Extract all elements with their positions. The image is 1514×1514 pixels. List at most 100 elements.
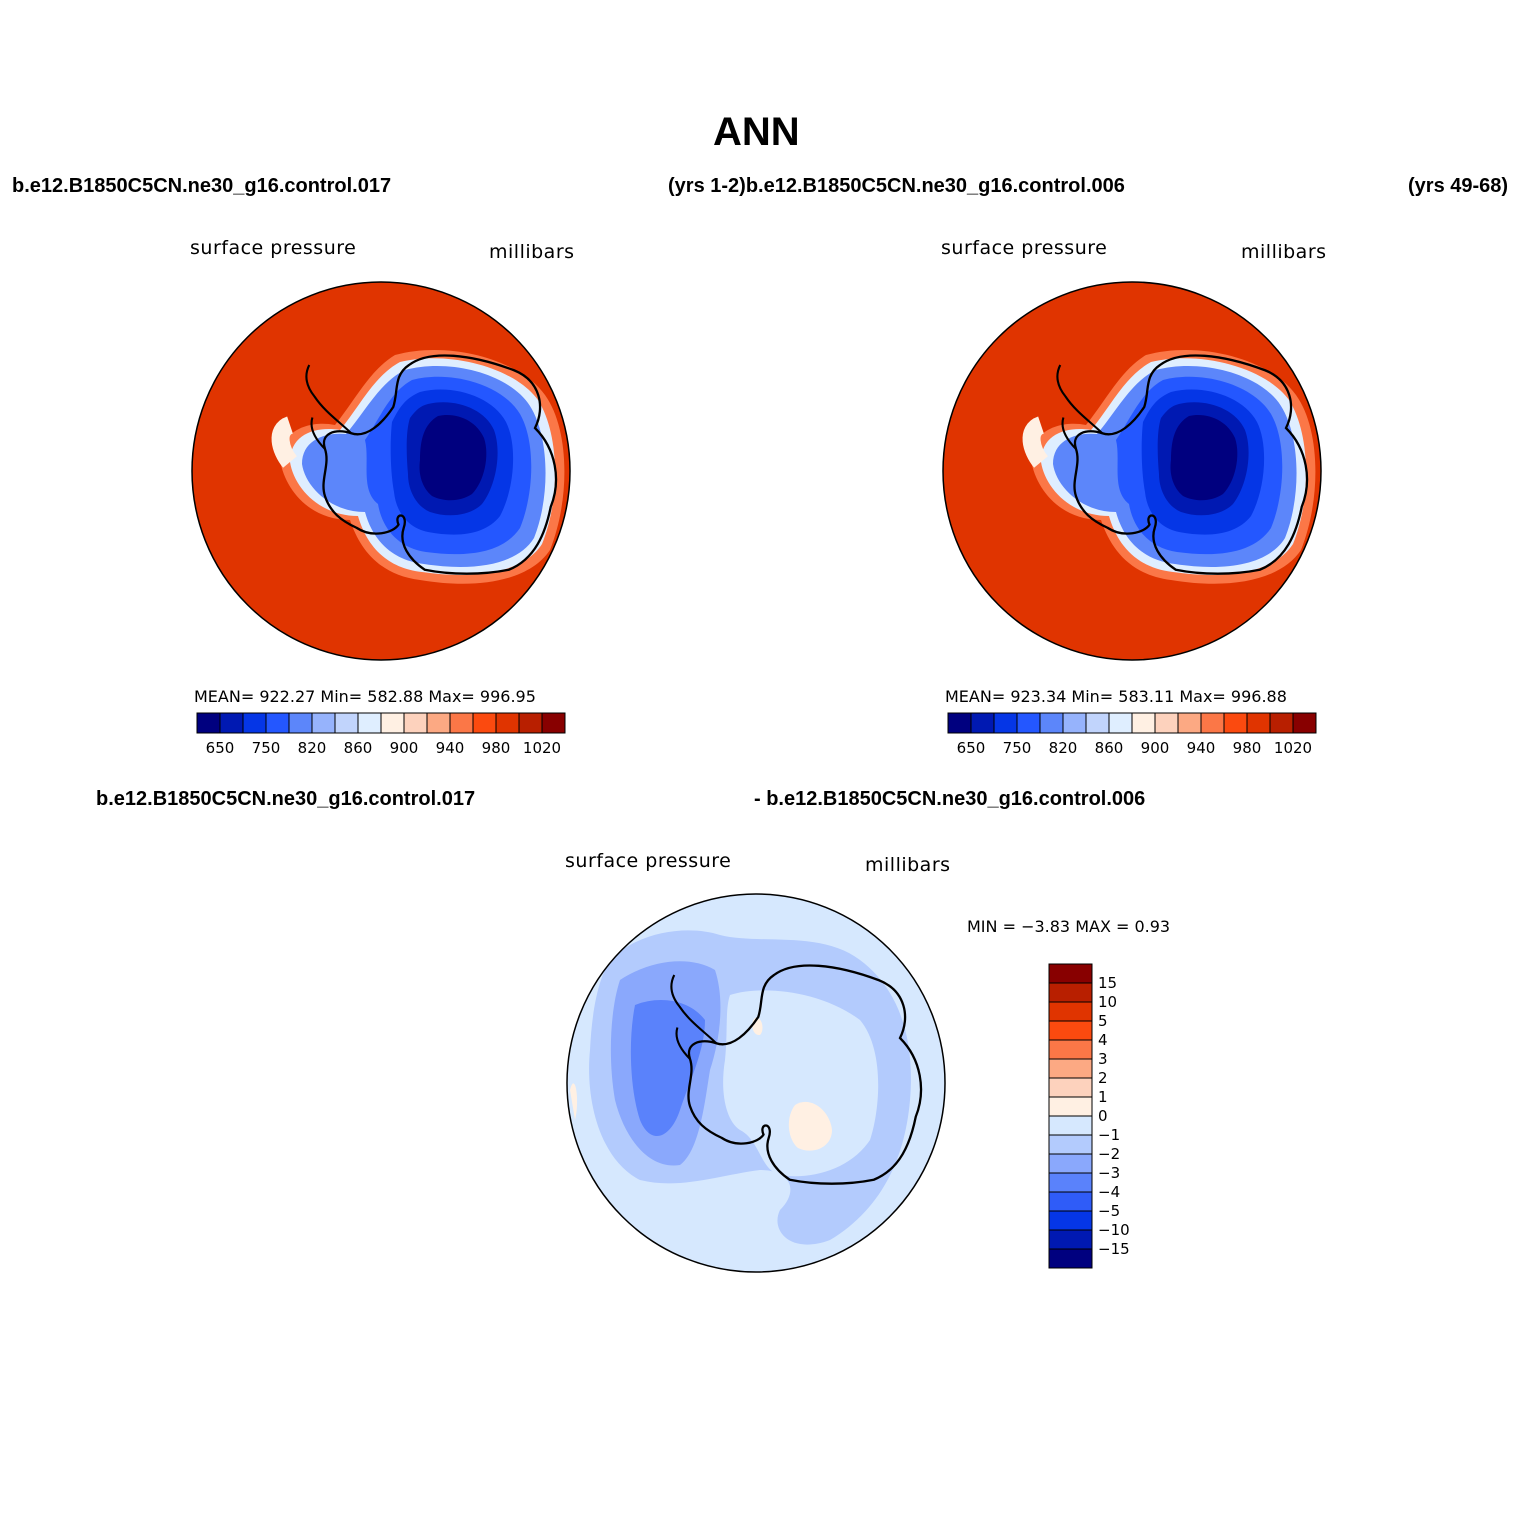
colorbar-swatch (1177, 712, 1202, 734)
colorbar-swatch (1062, 712, 1087, 734)
colorbar-swatch (265, 712, 290, 734)
colorbar-swatch (449, 712, 474, 734)
colorbar-swatch (196, 712, 221, 734)
colorbar-swatch (1131, 712, 1156, 734)
colorbar-swatch (1269, 712, 1294, 734)
colorbar-tick-label: 0 (1098, 1107, 1108, 1125)
panel1-colorbar: 650 750 820 860 900 940 980 1020 (196, 712, 566, 757)
colorbar-tick-label: 650 (957, 739, 986, 757)
panel1-units: millibars (489, 241, 575, 263)
panel2-colorbar: 650 750 820 860 900 940 980 1020 (947, 712, 1317, 757)
colorbar-tick-label: −2 (1098, 1145, 1120, 1163)
colorbar-tick-label: 750 (252, 739, 281, 757)
colorbar-tick-label: 10 (1098, 993, 1117, 1011)
colorbar-swatch (993, 712, 1018, 734)
colorbar-swatch (1223, 712, 1248, 734)
colorbar-tick-label: 1020 (1274, 739, 1312, 757)
colorbar-tick-label: −15 (1098, 1240, 1130, 1258)
colorbar-swatch (1048, 1210, 1093, 1231)
colorbar-swatch (1048, 1229, 1093, 1250)
panel2-boundary (942, 281, 1322, 661)
panel2-variable: surface pressure (941, 237, 1108, 259)
case-label-left: b.e12.B1850C5CN.ne30_g16.control.017 (12, 175, 392, 197)
panel1-stats: MEAN= 922.27 Min= 582.88 Max= 996.95 (194, 687, 536, 706)
colorbar-swatch (1048, 1077, 1093, 1098)
colorbar-swatch (242, 712, 267, 734)
years-label-right: (yrs 49-68) (1408, 175, 1509, 197)
colorbar-tick-label: 940 (436, 739, 465, 757)
diff-units: millibars (865, 854, 951, 876)
colorbar-tick-label: 900 (390, 739, 419, 757)
case-label-middle: (yrs 1-2)b.e12.B1850C5CN.ne30_g16.contro… (668, 175, 1125, 197)
colorbar-tick-label: −3 (1098, 1164, 1120, 1182)
colorbar-swatch (1048, 1191, 1093, 1212)
colorbar-swatch (1108, 712, 1133, 734)
colorbar-swatch (1048, 1001, 1093, 1022)
panel2-units: millibars (1241, 241, 1327, 263)
plot-title: ANN (713, 110, 800, 154)
colorbar-tick-label: −4 (1098, 1183, 1120, 1201)
colorbar-swatch (219, 712, 244, 734)
colorbar-tick-label: 860 (1095, 739, 1124, 757)
colorbar-tick-label: 5 (1098, 1012, 1108, 1030)
diff-case-a: b.e12.B1850C5CN.ne30_g16.control.017 (96, 788, 476, 810)
colorbar-tick-label: 3 (1098, 1050, 1108, 1068)
colorbar-swatch (1154, 712, 1179, 734)
colorbar-swatch (1085, 712, 1110, 734)
colorbar-tick-label: −1 (1098, 1126, 1120, 1144)
colorbar-tick-label: 750 (1003, 739, 1032, 757)
colorbar-tick-label: 980 (482, 739, 511, 757)
panel1-variable: surface pressure (190, 237, 357, 259)
colorbar-swatch (970, 712, 995, 734)
panel2-map (943, 282, 1321, 660)
diff-map (567, 894, 945, 1272)
colorbar-tick-label: 2 (1098, 1069, 1108, 1087)
colorbar-swatch (1048, 963, 1093, 984)
colorbar-swatch (541, 712, 566, 734)
colorbar-tick-label: −5 (1098, 1202, 1120, 1220)
colorbar-swatch (1048, 982, 1093, 1003)
colorbar-swatch (1048, 1096, 1093, 1117)
panel1-map (192, 282, 570, 660)
colorbar-swatch (1048, 1248, 1093, 1269)
colorbar-tick-label: 980 (1233, 739, 1262, 757)
colorbar-swatch (947, 712, 972, 734)
colorbar-swatch (518, 712, 543, 734)
colorbar-swatch (1048, 1172, 1093, 1193)
colorbar-swatch (1048, 1115, 1093, 1136)
colorbar-swatch (1292, 712, 1317, 734)
colorbar-swatch (380, 712, 405, 734)
colorbar-swatch (1048, 1020, 1093, 1041)
diff-minmax: MIN = −3.83 MAX = 0.93 (967, 917, 1171, 936)
colorbar-tick-label: 15 (1098, 974, 1117, 992)
colorbar-swatch (1200, 712, 1225, 734)
colorbar-tick-label: 820 (298, 739, 327, 757)
colorbar-tick-label: 1020 (523, 739, 561, 757)
colorbar-swatch (403, 712, 428, 734)
diff-variable: surface pressure (565, 850, 732, 872)
colorbar-swatch (1039, 712, 1064, 734)
colorbar-tick-label: 940 (1187, 739, 1216, 757)
colorbar-swatch (334, 712, 359, 734)
colorbar-swatch (288, 712, 313, 734)
diff-case-b: - b.e12.B1850C5CN.ne30_g16.control.006 (754, 788, 1146, 810)
colorbar-swatch (426, 712, 451, 734)
colorbar-swatch (1246, 712, 1271, 734)
colorbar-swatch (1048, 1153, 1093, 1174)
colorbar-swatch (1048, 1039, 1093, 1060)
colorbar-swatch (495, 712, 520, 734)
colorbar-swatch (1016, 712, 1041, 734)
panel1-boundary (191, 281, 571, 661)
colorbar-tick-label: 860 (344, 739, 373, 757)
colorbar-tick-label: 820 (1049, 739, 1078, 757)
colorbar-tick-label: −10 (1098, 1221, 1130, 1239)
panel2-stats: MEAN= 923.34 Min= 583.11 Max= 996.88 (945, 687, 1287, 706)
colorbar-tick-label: 4 (1098, 1031, 1108, 1049)
colorbar-swatch (357, 712, 382, 734)
diff-boundary (566, 893, 946, 1273)
colorbar-tick-label: 900 (1141, 739, 1170, 757)
colorbar-tick-label: 1 (1098, 1088, 1108, 1106)
colorbar-swatch (1048, 1058, 1093, 1079)
